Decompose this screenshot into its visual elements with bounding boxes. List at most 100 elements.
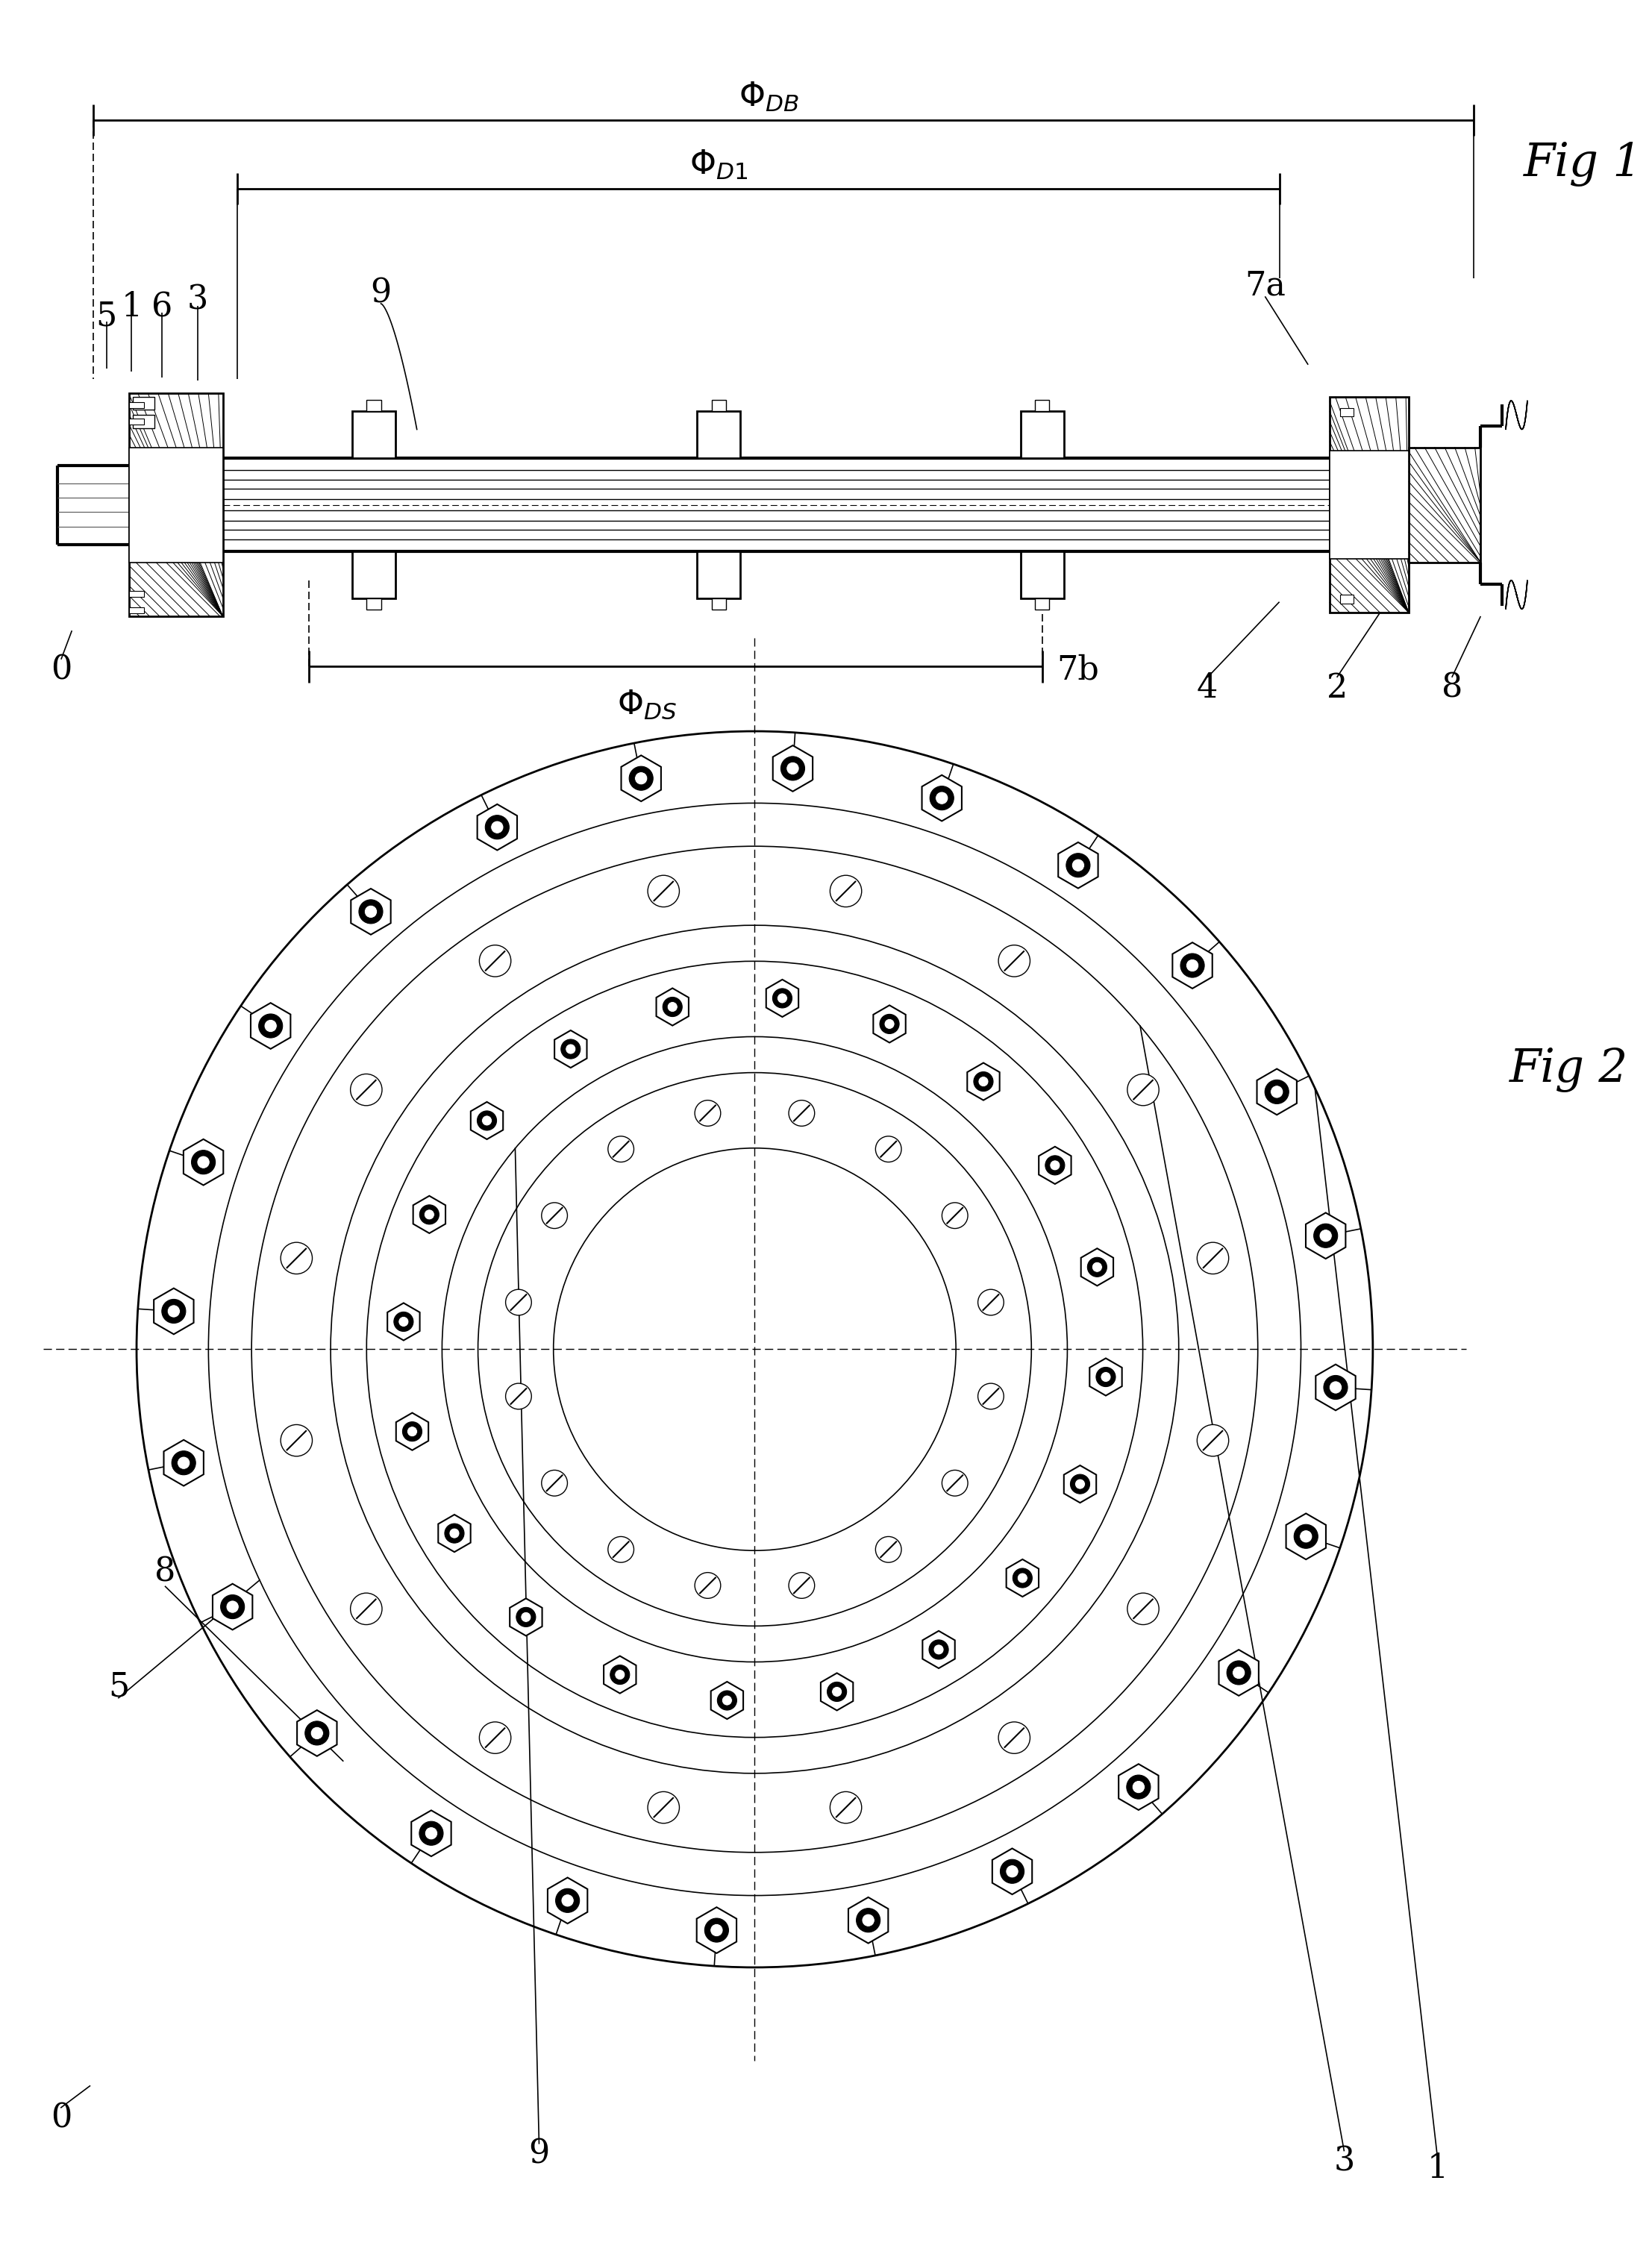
- Text: 9: 9: [529, 2138, 550, 2169]
- Polygon shape: [547, 1877, 588, 1924]
- Circle shape: [828, 1682, 846, 1702]
- Circle shape: [998, 944, 1031, 976]
- Polygon shape: [767, 980, 798, 1016]
- Bar: [1340, 407, 1353, 416]
- Polygon shape: [656, 989, 689, 1025]
- Bar: [1340, 596, 1353, 602]
- Circle shape: [998, 1722, 1031, 1753]
- Circle shape: [281, 1243, 312, 1275]
- Circle shape: [172, 1450, 195, 1475]
- Polygon shape: [1118, 1765, 1158, 1810]
- Polygon shape: [922, 1630, 955, 1668]
- Circle shape: [1095, 1367, 1115, 1387]
- Circle shape: [425, 1828, 438, 1839]
- Circle shape: [350, 1075, 382, 1106]
- Circle shape: [1100, 1371, 1112, 1383]
- Bar: [367, 598, 382, 609]
- Bar: [1330, 398, 1409, 614]
- Circle shape: [506, 1383, 532, 1409]
- Circle shape: [786, 762, 800, 776]
- Circle shape: [1070, 1475, 1090, 1493]
- Circle shape: [1127, 1594, 1160, 1625]
- Circle shape: [930, 787, 953, 809]
- Circle shape: [1330, 1380, 1341, 1394]
- Circle shape: [1046, 1155, 1064, 1176]
- Polygon shape: [510, 1598, 542, 1637]
- Polygon shape: [621, 755, 661, 800]
- Circle shape: [788, 1099, 814, 1126]
- Circle shape: [933, 1643, 943, 1655]
- Circle shape: [662, 998, 682, 1016]
- Circle shape: [1072, 859, 1085, 872]
- Bar: [352, 411, 395, 459]
- Text: 9: 9: [370, 277, 392, 308]
- Circle shape: [1320, 1230, 1332, 1243]
- Polygon shape: [388, 1304, 420, 1340]
- Circle shape: [1087, 1257, 1107, 1277]
- Circle shape: [695, 1099, 720, 1126]
- Polygon shape: [993, 1848, 1032, 1895]
- Polygon shape: [1285, 1513, 1327, 1560]
- Circle shape: [862, 1913, 874, 1927]
- Polygon shape: [555, 1030, 586, 1068]
- Bar: [129, 402, 144, 407]
- Bar: [1330, 452, 1409, 560]
- Circle shape: [928, 1639, 948, 1659]
- Circle shape: [486, 816, 509, 839]
- Polygon shape: [477, 805, 517, 850]
- Circle shape: [648, 1792, 679, 1823]
- Circle shape: [776, 994, 788, 1003]
- Circle shape: [1127, 1075, 1160, 1106]
- Circle shape: [491, 821, 504, 834]
- Circle shape: [831, 1686, 843, 1697]
- Circle shape: [1232, 1666, 1246, 1679]
- Text: Fig 2: Fig 2: [1510, 1048, 1629, 1093]
- Circle shape: [876, 1135, 902, 1162]
- Circle shape: [935, 791, 948, 805]
- Bar: [712, 598, 725, 609]
- Polygon shape: [1064, 1466, 1097, 1502]
- Circle shape: [221, 1594, 244, 1619]
- Polygon shape: [1257, 1068, 1297, 1115]
- Bar: [367, 400, 382, 411]
- Circle shape: [648, 874, 679, 906]
- Circle shape: [1313, 1223, 1338, 1248]
- Circle shape: [449, 1529, 459, 1538]
- Circle shape: [565, 1043, 577, 1054]
- Polygon shape: [697, 1906, 737, 1954]
- Circle shape: [942, 1470, 968, 1495]
- Circle shape: [365, 906, 377, 917]
- Circle shape: [973, 1072, 993, 1090]
- Circle shape: [1066, 854, 1090, 877]
- Bar: [129, 393, 223, 616]
- Circle shape: [311, 1726, 324, 1740]
- Circle shape: [884, 1018, 895, 1030]
- Circle shape: [542, 1470, 567, 1495]
- Text: 8: 8: [1441, 672, 1462, 704]
- Circle shape: [1265, 1079, 1289, 1104]
- Circle shape: [610, 1666, 629, 1684]
- Text: 0: 0: [51, 654, 71, 686]
- Bar: [697, 411, 740, 459]
- Circle shape: [1132, 1780, 1145, 1794]
- Polygon shape: [396, 1412, 428, 1450]
- Polygon shape: [710, 1682, 743, 1720]
- Circle shape: [162, 1299, 185, 1324]
- Polygon shape: [213, 1585, 253, 1630]
- Circle shape: [1092, 1261, 1102, 1272]
- Polygon shape: [1006, 1560, 1039, 1596]
- Circle shape: [1127, 1776, 1150, 1798]
- Circle shape: [1294, 1524, 1318, 1549]
- Polygon shape: [603, 1657, 636, 1693]
- Circle shape: [264, 1018, 278, 1032]
- Text: 5: 5: [96, 301, 117, 333]
- Circle shape: [876, 1538, 902, 1562]
- Bar: [1021, 411, 1064, 459]
- Polygon shape: [154, 1288, 193, 1335]
- Bar: [1036, 400, 1049, 411]
- Polygon shape: [1315, 1365, 1356, 1409]
- Polygon shape: [1090, 1358, 1122, 1396]
- Circle shape: [978, 1077, 988, 1086]
- Circle shape: [259, 1014, 282, 1039]
- Circle shape: [403, 1421, 421, 1441]
